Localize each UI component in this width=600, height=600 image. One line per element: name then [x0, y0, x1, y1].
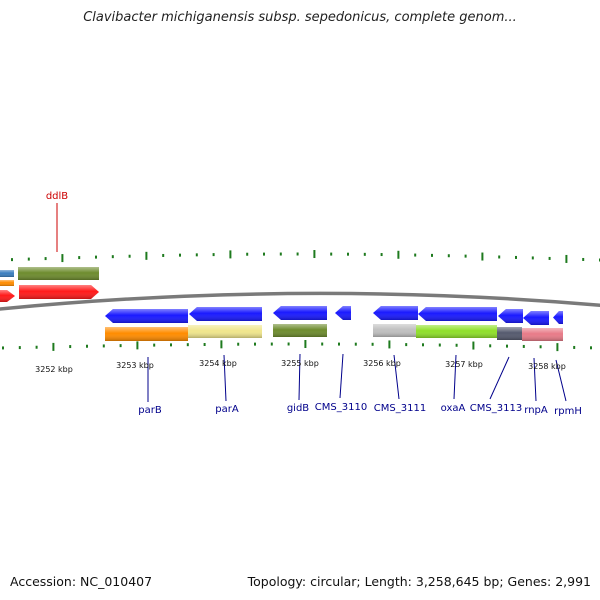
leader-line [533, 357, 537, 402]
cds-arrow-shade [105, 309, 188, 323]
leader-line [298, 353, 301, 401]
cds-arrow-shade [19, 285, 99, 299]
gene-label-parb[interactable]: parB [138, 405, 162, 416]
gene-label-cms_3111[interactable]: CMS_3111 [374, 403, 426, 414]
cds-arrow-shade [189, 307, 262, 321]
gene-label-cms_3113[interactable]: CMS_3113 [470, 403, 522, 414]
cog-block-shade [188, 325, 262, 338]
cog-block-shade [416, 325, 497, 338]
cds-arrow-shade [418, 307, 497, 321]
cds-arrow-shade [0, 290, 15, 302]
genome-backbone [0, 291, 600, 311]
cog-block-shade [105, 327, 188, 341]
gene-features[interactable] [0, 267, 563, 341]
cog-block-shade [273, 324, 327, 337]
kbp-label: 3258 kbp [528, 362, 566, 371]
kbp-label: 3253 kbp [116, 361, 154, 370]
gene-label-rnpa[interactable]: rnpA [524, 405, 548, 416]
accession-text: Accession: NC_010407 [10, 574, 153, 589]
genome-stats-text: Topology: circular; Length: 3,258,645 bp… [247, 574, 591, 589]
leader-line [489, 356, 510, 400]
cog-block-shade [373, 324, 416, 337]
cog-block-shade [497, 327, 522, 340]
gene-label-oxaa[interactable]: oxaA [441, 403, 466, 414]
leader-line [555, 359, 567, 402]
cds-arrow-shade [498, 309, 523, 323]
gene-label-gidb[interactable]: gidB [287, 403, 309, 414]
inner-tick-marks [2, 340, 592, 352]
kbp-label: 3256 kbp [363, 359, 401, 368]
cog-block-shade [548, 328, 563, 341]
cds-arrow-shade [373, 306, 418, 320]
cog-block-shade [522, 328, 548, 341]
leader-line [393, 354, 400, 400]
label-leader-lines [56, 203, 567, 402]
map-title: Clavibacter michiganensis subsp. sepedon… [83, 10, 517, 25]
leader-line [339, 353, 344, 399]
cds-arrow-shade [273, 306, 327, 320]
gene-label-para[interactable]: parA [215, 404, 239, 415]
kbp-label: 3254 kbp [199, 359, 237, 368]
gene-label-cms_3110[interactable]: CMS_3110 [315, 402, 367, 413]
kbp-label: 3252 kbp [35, 365, 73, 374]
cds-arrow-shade [335, 306, 351, 320]
kbp-label: 3255 kbp [281, 359, 319, 368]
gene-labels[interactable]: ddlB parB parA gidB CMS_3110 CMS_3111 oxaA CMS_… [46, 191, 582, 417]
kbp-scale-labels: 3252 kbp 3253 kbp 3254 kbp 3255 kbp 3256 kbp… [35, 359, 566, 374]
cog-block-shade [0, 270, 14, 277]
kbp-label: 3257 kbp [445, 360, 483, 369]
leader-line [453, 354, 457, 400]
leader-line [223, 354, 227, 402]
cog-block-shade [0, 280, 14, 286]
cds-arrow-shade [553, 311, 563, 324]
cds-arrow-shade [523, 311, 549, 325]
cog-block-shade [18, 267, 99, 280]
gene-label-ddlb[interactable]: ddlB [46, 191, 68, 202]
gene-label-rpmh[interactable]: rpmH [554, 406, 582, 417]
outer-tick-marks [11, 250, 600, 263]
